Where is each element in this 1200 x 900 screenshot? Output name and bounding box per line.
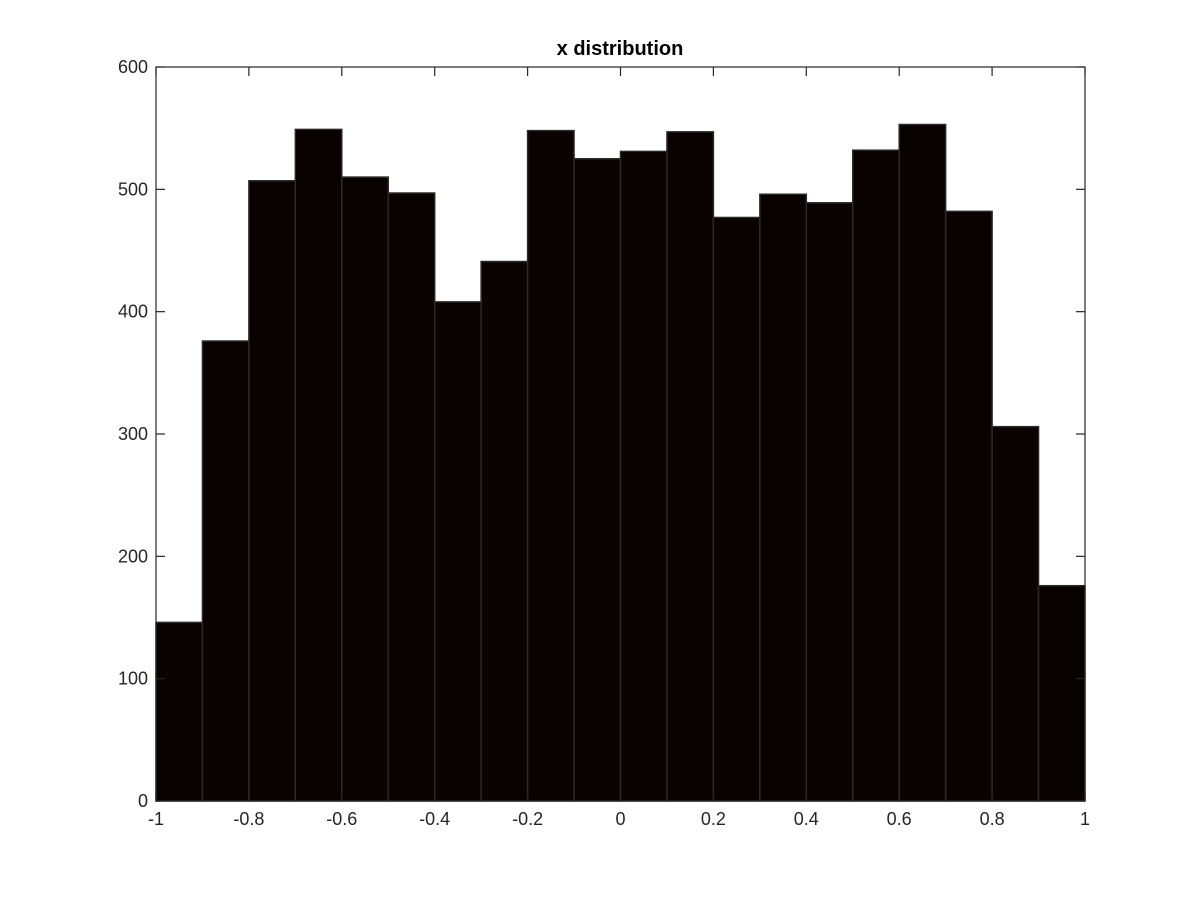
x-axis-tick-labels: -1 -0.8 -0.6 -0.4 -0.2 0 0.2 0.4 0.6 0.8 1 xyxy=(148,809,1090,829)
histogram-bar xyxy=(248,180,297,802)
y-axis-tick-labels: 0 100 200 300 400 500 600 xyxy=(118,57,148,811)
y-tick-label: 100 xyxy=(118,669,148,689)
histogram-bar xyxy=(852,149,900,802)
x-tick-label: -1 xyxy=(148,809,164,829)
chart-title: x distribution xyxy=(557,38,684,60)
axis-ticks xyxy=(155,66,1086,802)
histogram-bar xyxy=(480,260,529,802)
histogram-bar xyxy=(898,123,947,802)
y-tick-label: 400 xyxy=(118,302,148,322)
histogram-bar xyxy=(666,131,715,802)
histogram-bar xyxy=(387,192,436,802)
x-tick-label: -0.6 xyxy=(326,809,357,829)
x-tick-label: -0.4 xyxy=(419,809,450,829)
histogram-bar xyxy=(573,158,622,802)
x-tick-label: 0.8 xyxy=(980,809,1005,829)
histogram-bar xyxy=(944,210,993,802)
x-tick-label: -0.8 xyxy=(233,809,264,829)
x-tick-label: 0.6 xyxy=(887,809,912,829)
y-tick-label: 0 xyxy=(138,791,148,811)
histogram-bar xyxy=(201,340,250,802)
histogram-bar xyxy=(433,301,482,802)
histogram-bar xyxy=(155,621,204,802)
x-tick-label: 1 xyxy=(1080,809,1090,829)
x-tick-label: 0.2 xyxy=(701,809,726,829)
histogram-bar xyxy=(991,425,1040,802)
histogram-bar xyxy=(805,202,854,802)
y-tick-label: 600 xyxy=(118,57,148,77)
x-tick-label: 0.4 xyxy=(794,809,819,829)
y-tick-label: 200 xyxy=(118,546,148,566)
histogram-bar xyxy=(759,193,808,802)
y-tick-label: 500 xyxy=(118,179,148,199)
histogram-bar xyxy=(1037,584,1086,802)
histogram-bar xyxy=(526,129,575,802)
x-tick-label: -0.2 xyxy=(512,809,543,829)
histogram-bar xyxy=(341,176,389,802)
histogram-bar xyxy=(619,150,668,802)
y-tick-label: 300 xyxy=(118,424,148,444)
histogram-bar xyxy=(294,128,343,802)
x-tick-label: 0 xyxy=(615,809,625,829)
bars xyxy=(155,123,1086,802)
histogram-bar xyxy=(712,216,761,802)
